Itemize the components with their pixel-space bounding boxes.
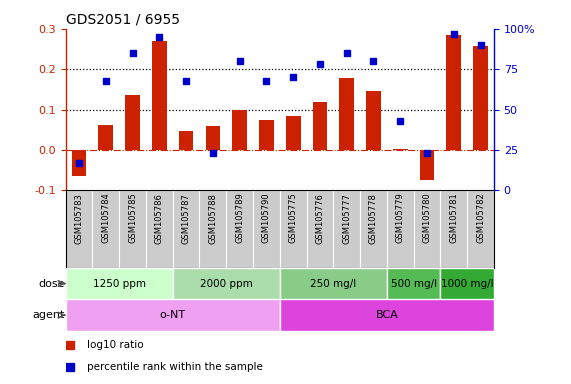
FancyBboxPatch shape: [199, 190, 226, 268]
Bar: [280, 300, 494, 331]
Bar: [312, 101, 327, 150]
FancyBboxPatch shape: [173, 190, 199, 268]
Text: GSM105779: GSM105779: [396, 193, 405, 243]
Text: GSM105780: GSM105780: [423, 193, 432, 243]
Text: 1000 mg/l: 1000 mg/l: [441, 278, 493, 288]
Text: GSM105777: GSM105777: [342, 193, 351, 243]
Text: GSM105775: GSM105775: [289, 193, 297, 243]
Text: 250 mg/l: 250 mg/l: [310, 278, 356, 288]
Bar: [393, 149, 408, 150]
Bar: [152, 41, 167, 150]
Bar: [447, 35, 461, 150]
FancyBboxPatch shape: [307, 190, 333, 268]
Text: GSM105783: GSM105783: [75, 193, 83, 243]
FancyBboxPatch shape: [253, 190, 280, 268]
Bar: [259, 120, 274, 150]
Text: o-NT: o-NT: [160, 310, 186, 320]
Bar: [420, 150, 435, 180]
FancyBboxPatch shape: [66, 190, 93, 268]
Text: 500 mg/l: 500 mg/l: [391, 278, 437, 288]
Text: GSM105776: GSM105776: [315, 193, 324, 243]
Text: GSM105788: GSM105788: [208, 193, 218, 243]
Bar: [125, 96, 140, 150]
Bar: [366, 91, 381, 150]
Bar: [232, 109, 247, 150]
Text: 1250 ppm: 1250 ppm: [93, 278, 146, 288]
Text: GSM105778: GSM105778: [369, 193, 378, 243]
Text: GSM105784: GSM105784: [101, 193, 110, 243]
Text: dose: dose: [39, 278, 65, 288]
Bar: [473, 46, 488, 150]
Bar: [98, 125, 113, 150]
Bar: [179, 131, 194, 150]
Bar: [72, 150, 86, 176]
Text: agent: agent: [33, 310, 65, 320]
Text: GSM105785: GSM105785: [128, 193, 137, 243]
Text: BCA: BCA: [376, 310, 398, 320]
Text: GSM105789: GSM105789: [235, 193, 244, 243]
Bar: [66, 300, 280, 331]
Text: GSM105786: GSM105786: [155, 193, 164, 243]
FancyBboxPatch shape: [387, 190, 413, 268]
FancyBboxPatch shape: [413, 190, 440, 268]
Text: log10 ratio: log10 ratio: [87, 340, 144, 350]
Bar: [286, 116, 300, 150]
Text: GDS2051 / 6955: GDS2051 / 6955: [66, 12, 180, 26]
Text: GSM105790: GSM105790: [262, 193, 271, 243]
FancyBboxPatch shape: [93, 190, 119, 268]
Bar: [280, 268, 387, 300]
Text: GSM105787: GSM105787: [182, 193, 191, 243]
FancyBboxPatch shape: [119, 190, 146, 268]
Bar: [440, 268, 494, 300]
FancyBboxPatch shape: [360, 190, 387, 268]
FancyBboxPatch shape: [146, 190, 173, 268]
Bar: [206, 126, 220, 150]
FancyBboxPatch shape: [333, 190, 360, 268]
FancyBboxPatch shape: [226, 190, 253, 268]
FancyBboxPatch shape: [280, 190, 307, 268]
FancyBboxPatch shape: [440, 190, 467, 268]
Text: 2000 ppm: 2000 ppm: [200, 278, 252, 288]
Text: percentile rank within the sample: percentile rank within the sample: [87, 362, 263, 372]
Bar: [173, 268, 280, 300]
FancyBboxPatch shape: [467, 190, 494, 268]
Bar: [387, 268, 440, 300]
Bar: [339, 78, 354, 150]
Bar: [66, 268, 173, 300]
Text: GSM105782: GSM105782: [476, 193, 485, 243]
Text: GSM105781: GSM105781: [449, 193, 459, 243]
